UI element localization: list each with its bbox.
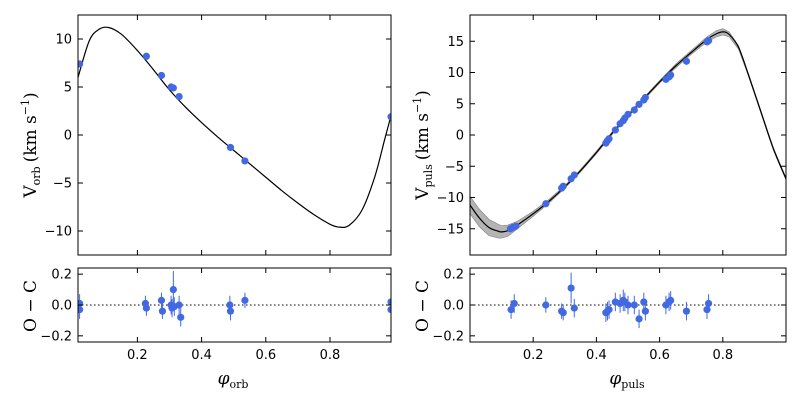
model-uncertainty-band (470, 28, 786, 239)
ylabel-orbital-velocity: Vorb(km s−1) (19, 92, 43, 198)
x-tick-label: 0.6 (255, 348, 276, 363)
data-point (703, 306, 711, 314)
x-tick-label: 0.8 (712, 348, 733, 363)
data-point (630, 301, 638, 309)
y-tick-label: 15 (447, 35, 464, 50)
model-curve (470, 31, 786, 233)
pulsational-velocity-panel: −15 −10 −5 0 5 10 15 (437, 14, 787, 256)
data-point (157, 71, 166, 80)
y-tick-label: 0.2 (51, 268, 72, 283)
data-point (387, 306, 391, 314)
data-point (641, 307, 649, 315)
y-tick-label: 5 (456, 97, 464, 112)
data-point (507, 306, 515, 314)
model-curve (78, 26, 391, 228)
y-tick-label: 10 (55, 33, 72, 48)
x-tick-label: 0.4 (586, 348, 607, 363)
data-point (175, 93, 183, 101)
data-point (226, 143, 235, 152)
x-tick-label: 0.6 (649, 348, 670, 363)
data-point (570, 304, 578, 312)
y-tick-label: −5 (53, 177, 72, 192)
y-tick-label: −10 (437, 191, 464, 206)
data-point (387, 113, 391, 121)
data-point (142, 304, 150, 312)
y-tick-label: −0.2 (40, 329, 72, 344)
data-point (667, 296, 675, 304)
data-point (640, 298, 648, 306)
data-point (605, 135, 613, 143)
y-tick-label: 0.0 (443, 299, 464, 314)
data-point (630, 106, 638, 114)
data-point (169, 84, 177, 92)
data-point (175, 301, 183, 309)
data-point (682, 57, 691, 65)
x-tick-label: 0.2 (523, 348, 544, 363)
data-point (542, 301, 550, 309)
data-point (226, 307, 235, 315)
data-point (169, 285, 177, 294)
data-point (78, 306, 84, 314)
ylabel-orbital-residuals: O − C (21, 280, 41, 332)
data-point (241, 296, 249, 304)
data-point (157, 296, 166, 304)
x-tick-label: 0.8 (320, 348, 341, 363)
data-point (226, 301, 234, 309)
axes-frame (77, 14, 392, 256)
data-point (682, 307, 691, 315)
data-point (635, 315, 643, 323)
data-point (158, 307, 167, 315)
axes-frame (469, 14, 787, 256)
y-tick-label: 5 (64, 81, 72, 96)
data-point (512, 222, 520, 230)
data-point (142, 52, 150, 60)
y-tick-label: −15 (437, 222, 464, 237)
data-point (624, 301, 632, 309)
data-point (559, 309, 567, 317)
ylabel-pulsational-residuals: O − C (413, 280, 433, 332)
pulsational-residuals-panel: −0.2 0.0 0.2 0.2 0.4 0.6 0.8 (432, 267, 787, 363)
data-point (704, 37, 713, 45)
data-point (567, 284, 575, 292)
data-point (704, 299, 713, 308)
orbital-residuals-panel: −0.2 0.0 0.2 0.2 0.4 0.6 0.8 (40, 267, 392, 363)
xlabel-pulsational-phase: φpuls (609, 369, 645, 391)
data-point (387, 298, 391, 306)
data-point (510, 299, 518, 308)
x-tick-label: 0.4 (191, 348, 212, 363)
data-point (635, 100, 643, 108)
x-tick-label: 0.2 (127, 348, 148, 363)
data-point (78, 60, 84, 68)
y-tick-label: 10 (447, 66, 464, 81)
data-point (611, 126, 619, 134)
data-point (241, 157, 249, 165)
data-point (605, 306, 613, 314)
data-point (570, 171, 578, 179)
data-point (177, 313, 185, 321)
xlabel-orbital-phase: φorb (218, 369, 249, 391)
y-tick-label: 0 (64, 129, 72, 144)
data-point (542, 200, 550, 208)
y-tick-label: 0.2 (443, 268, 464, 283)
y-tick-label: −10 (45, 225, 72, 240)
y-tick-label: −5 (445, 160, 464, 175)
orbital-velocity-panel: −10 −5 0 5 10 (45, 14, 392, 256)
data-point (667, 71, 675, 79)
ylabel-pulsational-velocity: Vpuls(km s−1) (411, 90, 435, 201)
y-tick-label: 0.0 (51, 299, 72, 314)
data-point (624, 110, 632, 118)
y-tick-label: 0 (456, 129, 464, 144)
data-point (559, 182, 567, 190)
y-tick-label: −0.2 (432, 329, 464, 344)
data-point (641, 93, 649, 102)
